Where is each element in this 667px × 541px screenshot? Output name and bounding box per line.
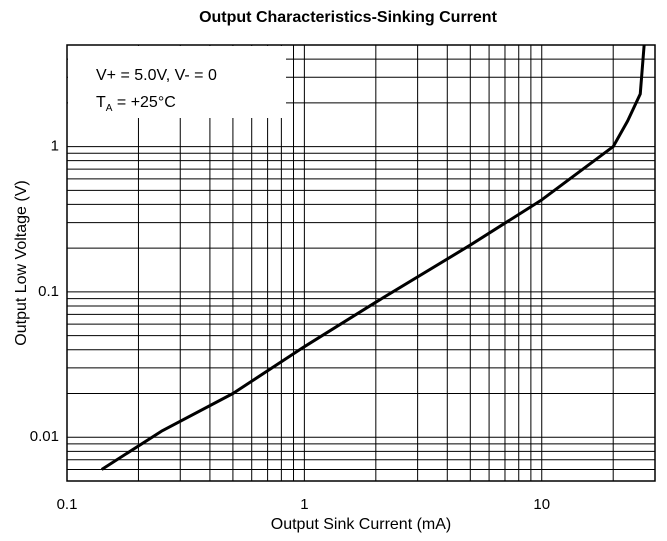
annotation-part: T <box>96 94 106 111</box>
annotation-part: = +25°C <box>112 94 175 111</box>
y-tick-label: 0.01 <box>30 428 59 445</box>
data-line <box>100 44 646 471</box>
y-tick-label: 1 <box>51 138 59 155</box>
x-tick-label: 0.1 <box>57 496 78 513</box>
x-tick-label: 10 <box>533 496 550 513</box>
x-tick-label: 1 <box>300 496 308 513</box>
annotation: V+ = 5.0V, V- = 0 <box>96 67 217 84</box>
x-axis-label: Output Sink Current (mA) <box>271 516 452 533</box>
y-axis-label: Output Low Voltage (V) <box>13 180 30 345</box>
y-tick-label: 0.1 <box>38 283 59 300</box>
chart-title: Output Characteristics-Sinking Current <box>199 9 497 26</box>
annotation: TA = +25°C <box>96 94 176 113</box>
annotation-box <box>68 46 286 118</box>
annotation-part: A <box>106 103 113 114</box>
plot-frame <box>66 44 656 482</box>
